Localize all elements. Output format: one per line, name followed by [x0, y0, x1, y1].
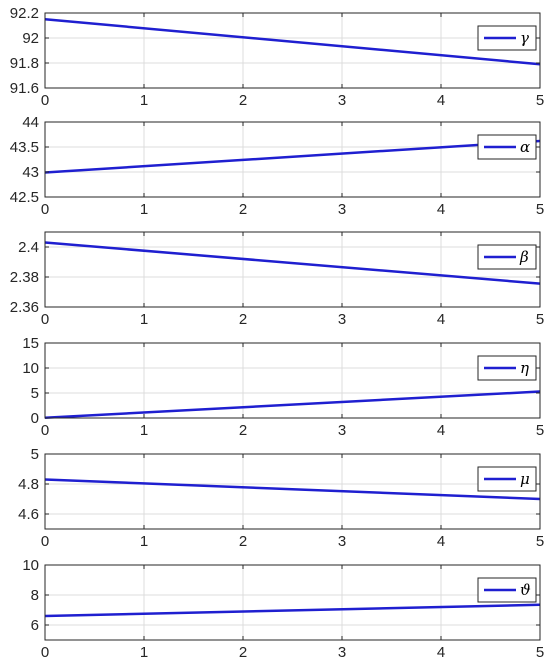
x-tick-label: 4 [437, 422, 445, 439]
series-line-β [44, 241, 541, 285]
x-tick-label: 5 [536, 92, 544, 109]
y-tick-label: 8 [31, 587, 39, 604]
x-tick-label: 3 [338, 201, 346, 218]
legend: μ [477, 466, 537, 492]
x-tick-label: 3 [338, 644, 346, 661]
y-tick-label: 4.8 [18, 476, 39, 493]
legend-label: β [519, 248, 529, 266]
y-tick-label: 15 [22, 335, 39, 352]
x-tick-label: 4 [437, 311, 445, 328]
x-tick-label: 1 [140, 311, 148, 328]
axes-box [44, 12, 541, 89]
x-tick-label: 0 [41, 422, 49, 439]
x-tick-label: 1 [140, 92, 148, 109]
legend: γ [477, 25, 537, 51]
y-tick-label: 91.6 [10, 80, 39, 97]
plot-area [45, 13, 540, 88]
legend-label: γ [520, 29, 529, 47]
x-tick-label: 1 [140, 201, 148, 218]
chart-panel-3: 0 1 2 3 4 5 2.36 2.38 2.4 β [10, 231, 544, 328]
y-tick-label: 2.4 [18, 239, 39, 256]
legend-label: μ [520, 470, 530, 488]
series-line-η [44, 390, 541, 419]
y-tick-label: 5 [31, 385, 39, 402]
y-tick-label: 2.38 [10, 269, 39, 286]
x-tick-label: 3 [338, 311, 346, 328]
x-tick-label: 5 [536, 644, 544, 661]
legend-label: α [520, 138, 530, 156]
axes-box [44, 231, 541, 308]
x-tick-label: 0 [41, 644, 49, 661]
y-tick-label: 91.8 [10, 55, 39, 72]
x-tick-label: 2 [239, 533, 247, 550]
x-tick-label: 4 [437, 201, 445, 218]
chart-panel-1: 0 1 2 3 4 5 91.6 91.8 92 92.2 γ [10, 5, 544, 109]
x-tick-label: 1 [140, 422, 148, 439]
y-tick-label: 0 [31, 410, 39, 427]
plot-area [45, 454, 540, 529]
y-tick-label: 10 [22, 360, 39, 377]
x-tick-label: 0 [41, 92, 49, 109]
x-tick-label: 2 [239, 644, 247, 661]
y-tick-label: 6 [31, 617, 39, 634]
plot-area [45, 565, 540, 640]
x-tick-label: 0 [41, 201, 49, 218]
legend: ϑ [477, 577, 537, 603]
axes-box [44, 453, 541, 530]
x-tick-label: 5 [536, 422, 544, 439]
series-line-ϑ [44, 603, 541, 618]
x-tick-label: 2 [239, 92, 247, 109]
x-tick-label: 3 [338, 422, 346, 439]
plot-area [45, 232, 540, 307]
x-tick-label: 2 [239, 422, 247, 439]
y-tick-label: 42.5 [10, 189, 39, 206]
axes-box [44, 342, 541, 419]
y-tick-label: 43.5 [10, 139, 39, 156]
x-tick-label: 3 [338, 533, 346, 550]
x-tick-label: 3 [338, 92, 346, 109]
legend: η [477, 355, 537, 381]
chart-panel-4: 0 1 2 3 4 5 0 5 10 15 η [22, 335, 544, 439]
y-tick-label: 43 [22, 164, 39, 181]
legend: β [477, 244, 537, 270]
legend-label: η [520, 359, 529, 377]
x-tick-label: 4 [437, 92, 445, 109]
x-tick-label: 2 [239, 311, 247, 328]
x-tick-label: 5 [536, 311, 544, 328]
y-tick-label: 4.6 [18, 506, 39, 523]
x-tick-label: 5 [536, 533, 544, 550]
x-tick-label: 1 [140, 644, 148, 661]
legend: α [477, 134, 537, 160]
plot-area [45, 343, 540, 418]
series-line-γ [44, 18, 541, 66]
axes-box [44, 564, 541, 641]
chart-panel-6: 0 1 2 3 4 5 6 8 10 ϑ [22, 557, 544, 661]
x-tick-label: 2 [239, 201, 247, 218]
axes-box [44, 121, 541, 198]
legend-label: ϑ [520, 581, 531, 599]
y-tick-label: 92.2 [10, 5, 39, 22]
chart-panel-5: 0 1 2 3 4 5 4.6 4.8 5 μ [18, 446, 544, 550]
y-tick-label: 2.36 [10, 299, 39, 316]
y-tick-label: 5 [31, 446, 39, 463]
x-tick-label: 0 [41, 533, 49, 550]
x-tick-label: 1 [140, 533, 148, 550]
x-tick-label: 0 [41, 311, 49, 328]
y-tick-label: 10 [22, 557, 39, 574]
series-line-μ [44, 478, 541, 501]
series-line-α [44, 139, 541, 174]
chart-panel-2: 0 1 2 3 4 5 42.5 43 43.5 44 α [10, 114, 544, 218]
y-tick-label: 44 [22, 114, 39, 131]
y-tick-label: 92 [22, 30, 39, 47]
plot-area [45, 122, 540, 197]
x-tick-label: 4 [437, 533, 445, 550]
x-tick-label: 5 [536, 201, 544, 218]
x-tick-label: 4 [437, 644, 445, 661]
